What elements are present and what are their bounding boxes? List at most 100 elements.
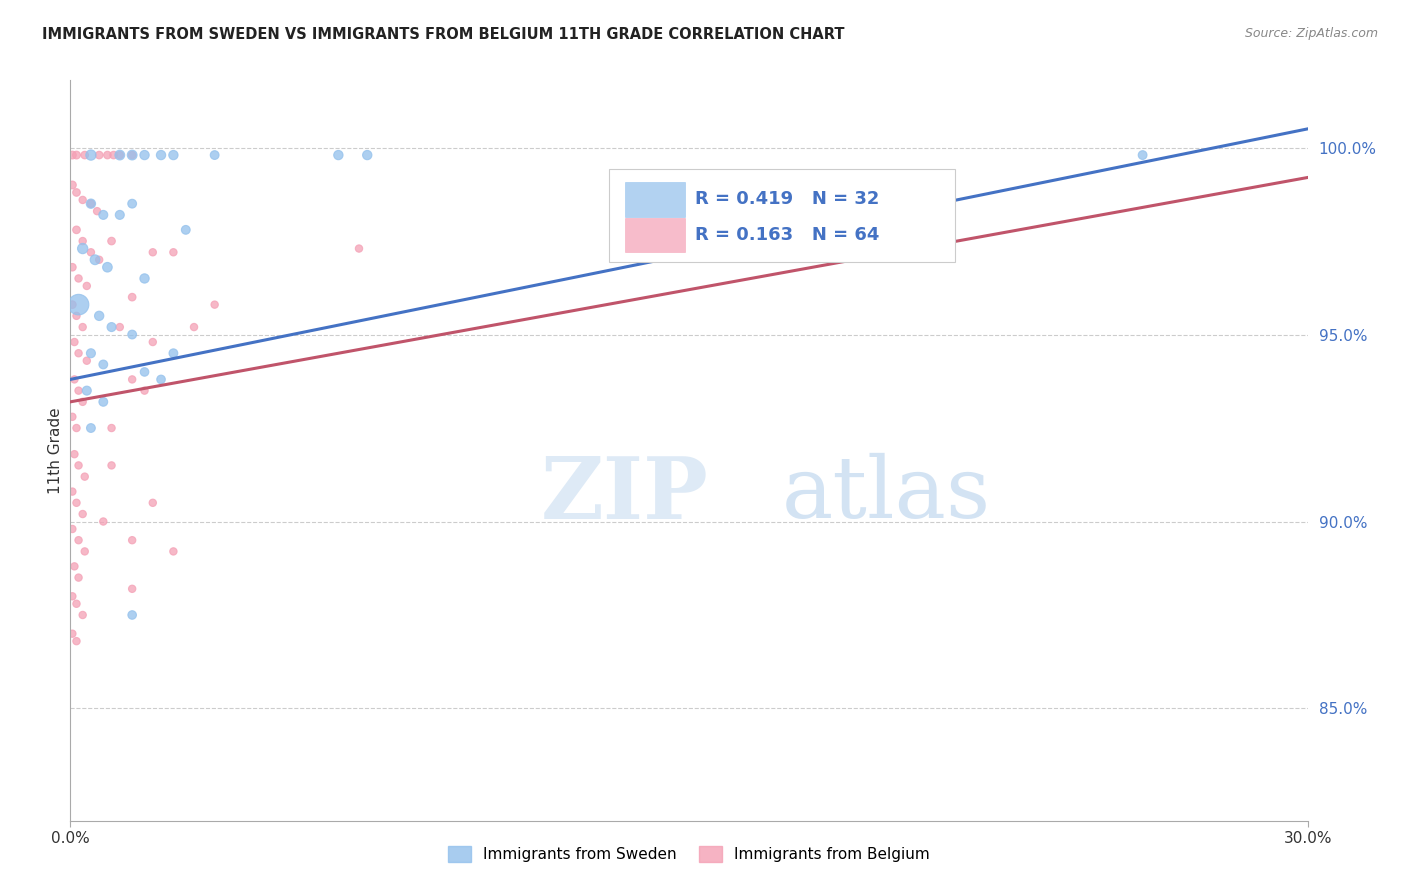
Point: [96, 260, 118, 275]
Point: [108, 148, 131, 162]
Point: [73, 544, 96, 558]
Point: [204, 148, 226, 162]
Point: [89, 309, 111, 323]
Point: [142, 496, 165, 510]
Point: [91, 515, 114, 529]
Point: [142, 334, 165, 349]
Point: [73, 148, 96, 162]
Point: [60, 484, 83, 499]
Point: [108, 148, 131, 162]
Point: [60, 298, 83, 312]
Point: [86, 204, 108, 219]
Text: atlas: atlas: [782, 453, 991, 536]
Point: [91, 208, 114, 222]
Point: [67, 533, 90, 548]
Point: [347, 242, 370, 256]
Point: [204, 298, 226, 312]
Point: [84, 252, 107, 267]
Point: [162, 148, 184, 162]
Point: [60, 260, 83, 275]
Point: [76, 384, 98, 398]
Point: [65, 148, 87, 162]
Point: [60, 522, 83, 536]
Point: [80, 245, 103, 260]
Point: [174, 223, 197, 237]
Point: [67, 346, 90, 360]
Point: [73, 469, 96, 483]
Point: [150, 372, 173, 386]
Point: [80, 196, 103, 211]
Point: [89, 252, 111, 267]
Point: [60, 409, 83, 424]
Point: [72, 242, 94, 256]
Text: IMMIGRANTS FROM SWEDEN VS IMMIGRANTS FROM BELGIUM 11TH GRADE CORRELATION CHART: IMMIGRANTS FROM SWEDEN VS IMMIGRANTS FRO…: [42, 27, 845, 42]
Point: [100, 421, 122, 435]
Point: [134, 271, 156, 285]
Point: [60, 589, 83, 603]
Point: [65, 186, 87, 200]
Point: [134, 365, 156, 379]
Point: [60, 626, 83, 640]
Point: [183, 320, 205, 334]
Point: [63, 334, 86, 349]
Point: [67, 298, 90, 312]
Point: [63, 559, 86, 574]
Point: [60, 148, 83, 162]
Point: [150, 148, 173, 162]
Text: R = 0.419   N = 32: R = 0.419 N = 32: [695, 191, 880, 209]
Point: [60, 178, 83, 192]
FancyBboxPatch shape: [624, 183, 685, 217]
Point: [162, 346, 184, 360]
Point: [63, 447, 86, 461]
Text: R = 0.163   N = 64: R = 0.163 N = 64: [695, 226, 880, 244]
Point: [65, 597, 87, 611]
Point: [72, 234, 94, 248]
Point: [108, 320, 131, 334]
Text: ZIP: ZIP: [540, 453, 709, 537]
Point: [72, 395, 94, 409]
Point: [80, 196, 103, 211]
Point: [72, 193, 94, 207]
Point: [72, 320, 94, 334]
Point: [121, 148, 143, 162]
Point: [80, 148, 103, 162]
FancyBboxPatch shape: [609, 169, 955, 261]
Point: [67, 571, 90, 585]
Point: [121, 148, 143, 162]
Point: [67, 458, 90, 473]
Point: [1132, 148, 1154, 162]
Point: [76, 353, 98, 368]
Point: [121, 196, 143, 211]
Point: [121, 290, 143, 304]
Point: [65, 634, 87, 648]
Point: [134, 148, 156, 162]
Point: [121, 582, 143, 596]
Y-axis label: 11th Grade: 11th Grade: [48, 407, 63, 494]
Point: [65, 421, 87, 435]
Point: [134, 384, 156, 398]
Point: [121, 327, 143, 342]
Point: [91, 395, 114, 409]
Point: [72, 607, 94, 622]
Point: [76, 279, 98, 293]
Point: [100, 234, 122, 248]
Point: [162, 245, 184, 260]
Point: [100, 320, 122, 334]
Point: [108, 208, 131, 222]
Point: [63, 372, 86, 386]
Legend: Immigrants from Sweden, Immigrants from Belgium: Immigrants from Sweden, Immigrants from …: [441, 840, 936, 869]
Point: [356, 148, 378, 162]
Point: [121, 533, 143, 548]
Point: [142, 245, 165, 260]
Point: [67, 271, 90, 285]
Point: [162, 544, 184, 558]
Point: [80, 346, 103, 360]
Point: [89, 148, 111, 162]
Point: [72, 507, 94, 521]
Point: [91, 358, 114, 372]
Point: [67, 384, 90, 398]
Text: Source: ZipAtlas.com: Source: ZipAtlas.com: [1244, 27, 1378, 40]
Point: [103, 148, 125, 162]
Point: [96, 148, 118, 162]
FancyBboxPatch shape: [624, 218, 685, 252]
